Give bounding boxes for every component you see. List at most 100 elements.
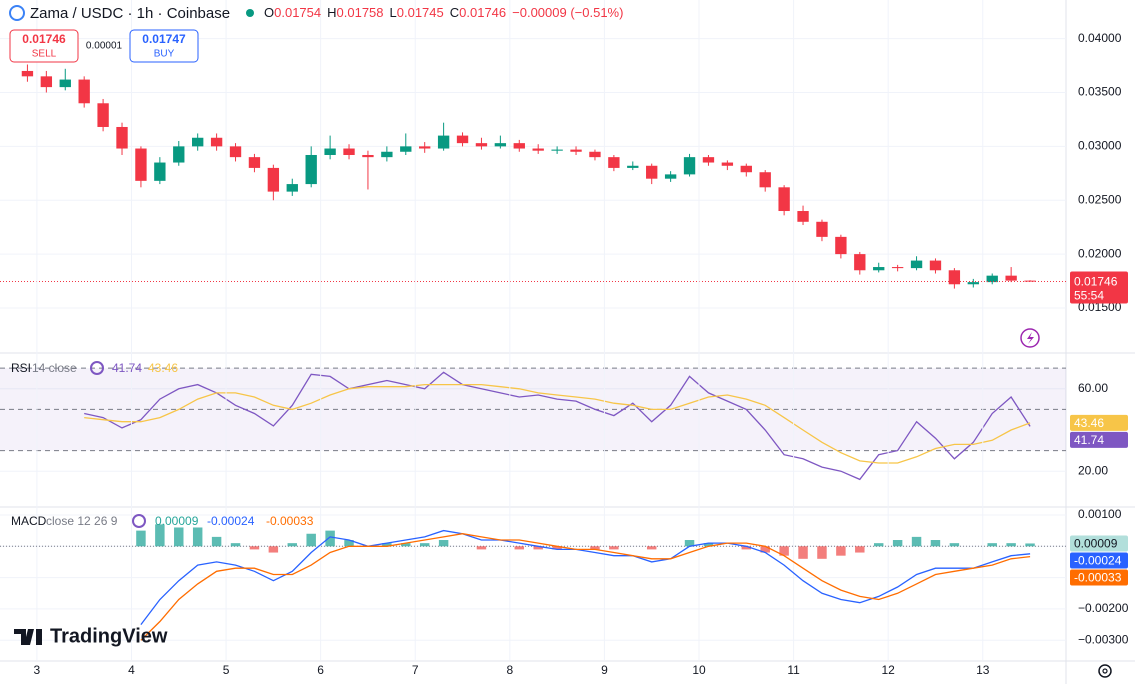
candle-body — [21, 70, 34, 77]
candle-body — [210, 137, 223, 147]
candle-body — [116, 126, 128, 149]
histogram-bar — [419, 543, 430, 547]
candle-body — [683, 157, 696, 175]
ohlc-value: 0.01754 — [274, 5, 321, 20]
y-tick-label: 0.03000 — [1078, 139, 1122, 153]
spread: 0.00001 — [86, 41, 123, 52]
candle-body — [135, 148, 147, 181]
sell-button[interactable]: 0.01746 SELL — [9, 29, 79, 63]
candle-body — [475, 143, 488, 147]
buy-box[interactable] — [129, 29, 199, 63]
x-tick-label: 4 — [128, 663, 135, 677]
sell-box[interactable] — [9, 29, 79, 63]
candle-body — [948, 270, 961, 285]
candle-body — [97, 103, 109, 127]
histogram-bar — [136, 530, 146, 547]
candle-body — [456, 135, 469, 144]
rsi-params: 14 close — [32, 361, 77, 375]
sell-label: SELL — [32, 49, 57, 60]
x-tick-label: 11 — [787, 663, 800, 677]
candle-body — [267, 167, 280, 192]
buy-price: 0.01747 — [142, 32, 186, 46]
histogram-bar — [344, 540, 354, 547]
y-tick-label: 0.00100 — [1078, 507, 1122, 521]
candle-body — [891, 267, 904, 269]
candle-body — [759, 172, 771, 188]
histogram-bar — [609, 546, 619, 550]
value-tag-label: 0.00009 — [1074, 537, 1118, 551]
candle-body — [721, 162, 734, 166]
value-tag — [1070, 414, 1128, 431]
buy-button[interactable]: 0.01747 BUY — [129, 29, 199, 63]
y-tick-label: 0.02000 — [1078, 246, 1122, 260]
histogram-bar — [211, 536, 222, 547]
market-status — [246, 9, 254, 17]
candle-body — [362, 154, 374, 158]
candle-body — [437, 135, 450, 149]
ohlc-label: O — [264, 5, 274, 20]
candle-body — [664, 174, 677, 179]
histogram-bar — [855, 546, 865, 553]
ohlc-label: L — [390, 5, 397, 20]
plot-area — [0, 0, 1066, 660]
symbol-icon — [9, 5, 25, 21]
histogram-bar — [760, 546, 770, 553]
indicator-icon[interactable] — [90, 361, 104, 375]
histogram-bar — [987, 543, 997, 547]
candle-body — [305, 154, 317, 185]
macd-title: MACD — [11, 514, 47, 528]
indicator-icon[interactable] — [132, 514, 146, 528]
series-line — [140, 529, 1031, 625]
histogram-bar — [646, 546, 657, 550]
settings-icon[interactable] — [1098, 664, 1112, 678]
histogram-bar — [514, 546, 525, 550]
histogram-bar — [703, 543, 714, 547]
macd-hist-value: 0.00009 — [155, 514, 199, 528]
candle-body — [967, 282, 979, 285]
histogram-bar — [401, 543, 411, 547]
ohlc: O0.01754 H0.01758 L0.01745 C0.01746 −0.00009… — [264, 5, 623, 20]
x-tick-label: 6 — [317, 663, 324, 677]
alert-bolt — [1027, 332, 1034, 344]
histogram-bar — [174, 527, 184, 547]
candle-body — [248, 157, 261, 168]
histogram-bar — [798, 546, 808, 559]
histogram-bar — [873, 543, 884, 547]
y-tick-label: 60.00 — [1078, 381, 1108, 395]
candle-body — [343, 148, 355, 155]
histogram-bar — [1006, 543, 1016, 547]
candle-body — [551, 149, 563, 151]
value-tag — [1070, 552, 1128, 569]
candle-body — [873, 267, 885, 271]
candle-body — [59, 79, 71, 88]
macd-value: -0.00024 — [207, 514, 255, 528]
macd-signal-value: -0.00033 — [266, 514, 314, 528]
candle-body — [816, 221, 828, 237]
histogram-bar — [382, 543, 392, 547]
histogram-bar — [684, 540, 695, 547]
histogram-bar — [552, 546, 562, 550]
series-line — [84, 383, 1031, 464]
candle-body — [78, 79, 90, 104]
ohlc-value: 0.01745 — [397, 5, 444, 20]
alert-icon[interactable] — [1020, 328, 1040, 348]
histogram-bar — [817, 546, 827, 559]
candle-body — [608, 157, 620, 168]
histogram-bar — [836, 546, 846, 556]
histogram-bar — [590, 546, 600, 550]
candle-body — [513, 143, 525, 149]
histogram-bar — [741, 546, 752, 550]
candle-body — [286, 184, 298, 192]
x-tick-label: 12 — [881, 663, 895, 677]
candle-body — [702, 157, 715, 163]
x-tick-label: 5 — [223, 663, 230, 677]
symbol-title: Zama / USDC · 1h · Coinbase — [30, 5, 230, 22]
candle-body — [854, 254, 866, 271]
y-tick-label: 0.02500 — [1078, 192, 1122, 206]
candle-body — [381, 151, 393, 158]
candle-body — [929, 260, 942, 271]
last-price-tag — [1070, 271, 1128, 304]
candle-body — [494, 143, 507, 147]
candle-body — [419, 146, 431, 149]
